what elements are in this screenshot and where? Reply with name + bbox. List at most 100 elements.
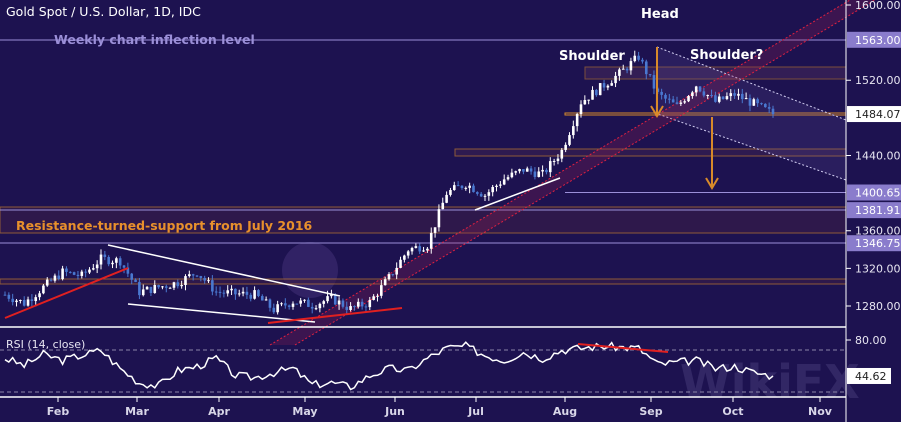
x-tick-label: May [292,405,317,418]
candle-body [34,297,38,302]
x-tick-label: Mar [125,405,149,418]
x-tick-label: Jun [384,405,405,418]
candle-body [314,308,318,310]
rsi-tick-label: 80.00 [855,334,887,347]
candle-body [149,286,153,293]
candle-body [537,171,541,177]
price-level-badge [847,235,901,252]
candle-body [19,299,22,301]
candle-body [57,275,61,280]
candle-body [3,294,7,296]
candle-body [633,55,637,62]
candle-body [556,158,560,162]
candle-body [506,177,510,180]
candle-body [545,169,548,173]
candle-body [230,288,233,291]
target-arrow [705,117,719,190]
candle-body [80,271,84,276]
x-tick-label: Aug [553,405,577,418]
candle-body [268,299,272,308]
candle-body [391,274,395,276]
candle-body [26,299,30,306]
candle-body [130,273,134,280]
candle-body [299,300,302,304]
candle-body [525,168,529,172]
candle-body [15,300,18,303]
candle-body [364,306,368,308]
candle-body [65,268,68,272]
candle-body [153,285,157,293]
candle-body [330,294,333,297]
candle-body [257,290,260,297]
candle-body [744,98,748,100]
candle-body [99,254,103,265]
candle-body [502,179,506,185]
weekly-level-label: Weekly chart inflection level [54,32,255,47]
candle-body [710,95,713,97]
candle-body [583,100,587,105]
candle-body [422,250,425,252]
candle-body [441,202,445,210]
candle-body [291,303,295,307]
candle-body [414,246,418,248]
candle-body [602,83,606,88]
rsi-divergence-line [577,343,669,353]
x-tick-label: Jul [467,405,484,418]
chart-title: Gold Spot / U.S. Dollar, 1D, IDC [6,4,201,19]
candle-body [714,95,717,102]
candle-body [307,299,310,307]
candle-body [426,248,429,251]
candle-body [518,169,521,172]
candle-body [333,294,337,305]
candle-body [222,292,226,294]
candle-body [95,264,99,269]
candle-body [399,259,402,268]
candle-body [410,247,414,252]
candle-body [660,91,663,95]
candle-body [564,144,567,150]
candle-body [245,291,249,295]
candle-body [218,291,222,293]
candle-body [176,282,180,287]
candle-body [560,149,564,159]
candle-body [437,209,441,228]
candle-body [740,93,744,100]
candle-body [694,86,698,93]
y-tick-label: 1360.00 [855,225,901,238]
candle-body [618,69,621,76]
candle-body [721,96,725,100]
candle-body [188,274,191,277]
candle-body [72,272,76,275]
candle-body [748,98,752,106]
rising-channel-upper [294,0,876,346]
candle-body [691,92,694,97]
candle-body [460,185,464,188]
candle-body [483,195,487,197]
candle-body [702,91,706,96]
candle-body [92,268,95,270]
candle-body [168,287,172,289]
candle-body [548,161,552,173]
candle-body [157,285,160,288]
candle-body [38,293,41,298]
watermark-logo: WikiFX [282,242,860,409]
candle-body [595,89,598,96]
candle-body [53,275,57,281]
candle-body [11,298,14,303]
price-level-label: 1563.00 [855,34,901,47]
candle-body [310,306,314,309]
shoulder-right-label: Shoulder? [690,48,763,63]
candle-body [587,99,590,101]
candle-body [249,294,253,299]
price-level-label: 1381.91 [855,204,901,217]
candle-body [199,276,203,278]
candle-body [88,269,91,273]
candle-body [341,300,345,307]
candle-body [303,299,306,301]
price-level-label: 1400.65 [855,187,901,200]
candle-body [356,301,360,307]
candle-body [652,75,656,89]
candle-body [706,95,710,97]
candle-body [698,86,702,92]
